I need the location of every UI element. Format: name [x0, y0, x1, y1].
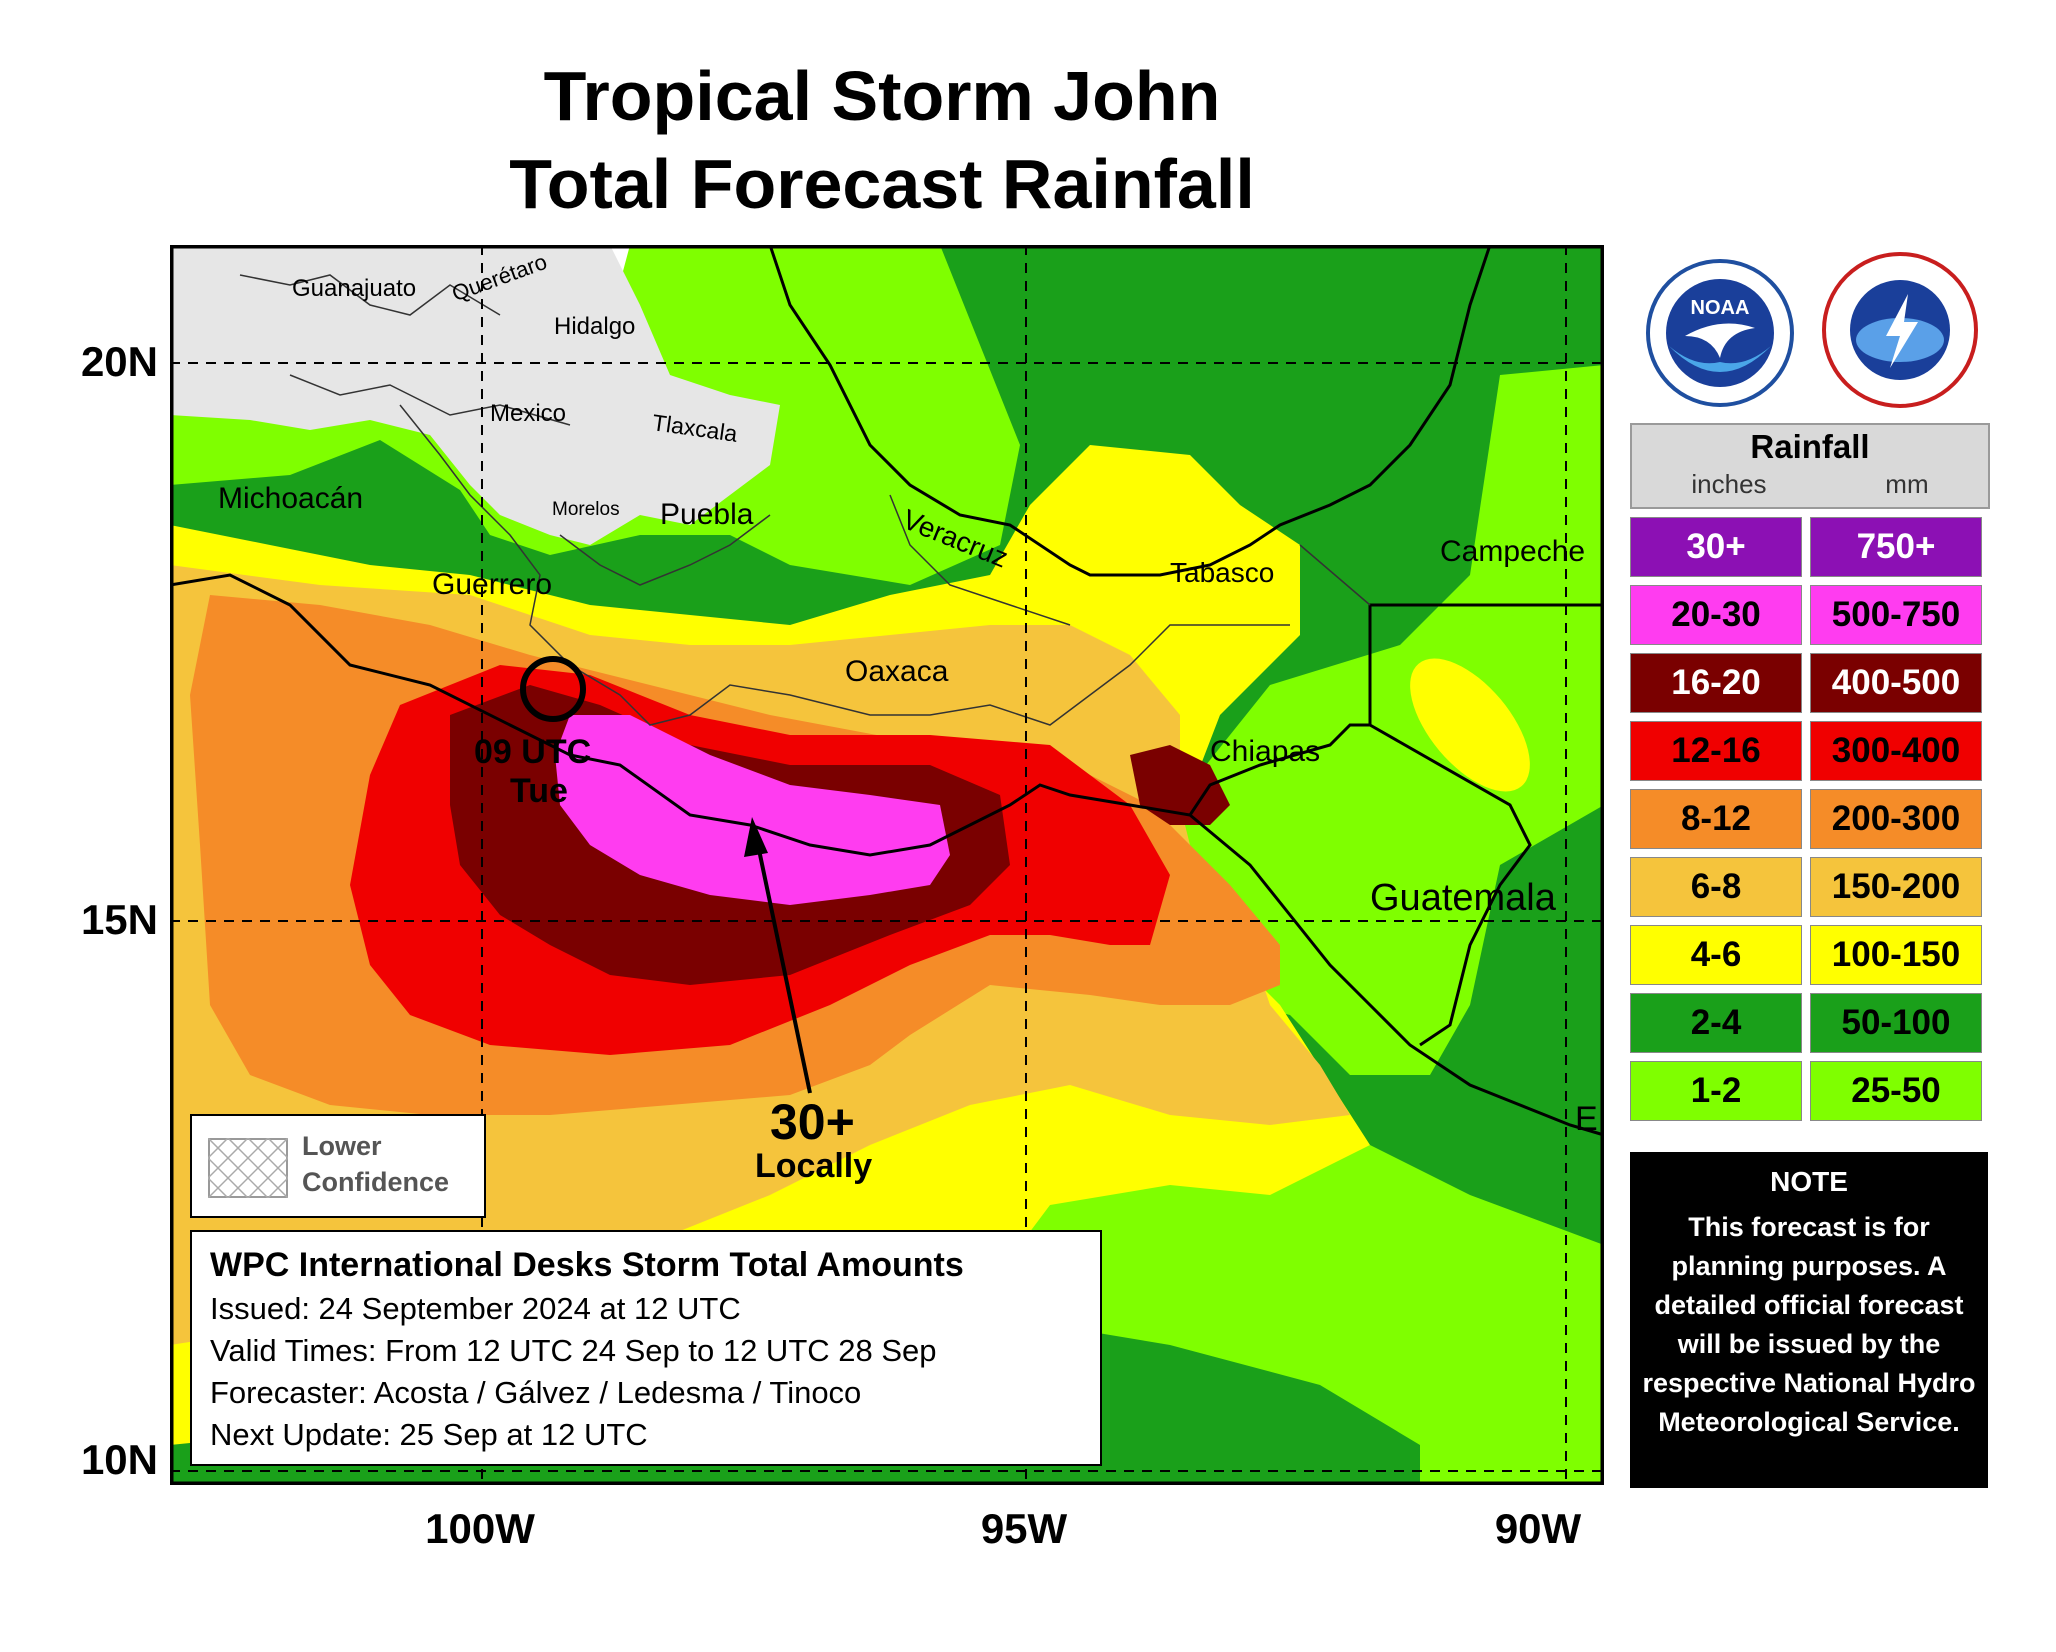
legend-cell-inches: 20-30	[1630, 585, 1802, 645]
legend-cell-inches: 30+	[1630, 517, 1802, 577]
note-text: This forecast is for planning purposes. …	[1642, 1212, 1976, 1437]
lat-label-10n: 10N	[80, 1436, 158, 1483]
lower-confidence-hatch-icon	[208, 1138, 288, 1198]
state-borders	[239, 274, 1371, 726]
legend-cell-mm: 50-100	[1810, 993, 1982, 1053]
note-title: NOTE	[1770, 1166, 1848, 1197]
noaa-logo-text: NOAA	[1691, 297, 1750, 319]
legend-row: 4-6 100-150	[1630, 925, 1990, 985]
storm-time-label: 09 UTC	[474, 733, 592, 771]
legend-cell-mm: 300-400	[1810, 721, 1982, 781]
region-label: Oaxaca	[845, 655, 949, 688]
region-label: Guerrero	[432, 568, 553, 601]
max-rain-arrow-head	[744, 817, 768, 857]
legend-unit-mm: mm	[1885, 469, 1929, 499]
rainfall-map-svg	[169, 244, 1605, 1486]
legend-cell-mm: 750+	[1810, 517, 1982, 577]
region-label: Campeche	[1440, 535, 1586, 568]
legend-rows: 30+ 750+ 20-30 500-750 16-20 400-500 12-16 300-…	[1630, 517, 1990, 1121]
region-label: Guanajuato	[292, 275, 417, 302]
max-rain-amount: 30+	[770, 1094, 855, 1150]
nws-logo-icon	[1820, 250, 1980, 410]
rain-16-20-chiapas	[1130, 745, 1230, 825]
confidence-label: Lower Confidence	[302, 1128, 449, 1200]
gulf-coastline	[768, 245, 1492, 577]
legend-unit-inches: inches	[1691, 469, 1767, 499]
legend-row: 30+ 750+	[1630, 517, 1990, 577]
note-box: NOTE This forecast is for planning purpo…	[1630, 1152, 1988, 1488]
legend-cell-inches: 8-12	[1630, 789, 1802, 849]
guatemala-border	[1188, 603, 1604, 1047]
legend-cell-inches: 4-6	[1630, 925, 1802, 985]
region-label: E	[1575, 1100, 1598, 1138]
info-next-update: Next Update: 25 Sep at 12 UTC	[210, 1417, 648, 1452]
max-rain-qualifier: Locally	[755, 1147, 873, 1185]
legend-row: 6-8 150-200	[1630, 857, 1990, 917]
lat-label-15n: 15N	[80, 896, 158, 943]
storm-position-marker	[520, 656, 586, 722]
rain-4-6-pocket-campeche	[1410, 658, 1530, 792]
legend-header: Rainfall inches mm	[1630, 423, 1990, 509]
region-label: Chiapas	[1210, 735, 1321, 768]
info-forecaster: Forecaster: Acosta / Gálvez / Ledesma / …	[210, 1375, 862, 1410]
legend-units: inches mm	[1632, 469, 1988, 499]
lon-label-95w: 95W	[980, 1505, 1068, 1552]
legend-cell-mm: 200-300	[1810, 789, 1982, 849]
legend-row: 1-2 25-50	[1630, 1061, 1990, 1121]
region-label: Guatemala	[1370, 877, 1556, 919]
confidence-label-line2: Confidence	[302, 1167, 450, 1197]
info-valid-times: Valid Times: From 12 UTC 24 Sep to 12 UT…	[210, 1333, 937, 1368]
rainfall-legend: Rainfall inches mm 30+ 750+ 20-30 500-750 16…	[1630, 423, 1990, 1121]
max-rain-arrow	[756, 844, 812, 1094]
legend-cell-inches: 6-8	[1630, 857, 1802, 917]
legend-row: 8-12 200-300	[1630, 789, 1990, 849]
legend-cell-inches: 1-2	[1630, 1061, 1802, 1121]
lat-label-20n: 20N	[80, 338, 158, 385]
region-label: Morelos	[552, 499, 620, 520]
region-label: Tabasco	[1170, 557, 1275, 588]
lon-label-100w: 100W	[425, 1505, 535, 1552]
legend-row: 16-20 400-500	[1630, 653, 1990, 713]
map-frame	[169, 244, 1605, 1486]
legend-row: 12-16 300-400	[1630, 721, 1990, 781]
legend-cell-inches: 16-20	[1630, 653, 1802, 713]
noaa-logo-icon: NOAA	[1645, 258, 1795, 408]
forecast-info-box: WPC International Desks Storm Total Amou…	[190, 1230, 1102, 1466]
confidence-label-line1: Lower	[302, 1131, 382, 1161]
rainfall-map: Guanajuato Querétaro Hidalgo Mexico Tlax…	[169, 244, 1605, 1486]
rain-20-30-area	[555, 715, 950, 905]
confidence-legend: Lower Confidence	[190, 1114, 486, 1218]
legend-cell-inches: 2-4	[1630, 993, 1802, 1053]
region-label: Mexico	[490, 400, 567, 427]
legend-row: 2-4 50-100	[1630, 993, 1990, 1053]
region-label: Puebla	[660, 498, 754, 531]
legend-cell-inches: 12-16	[1630, 721, 1802, 781]
legend-cell-mm: 25-50	[1810, 1061, 1982, 1121]
storm-day-label: Tue	[510, 772, 568, 810]
region-label: Michoacán	[218, 482, 364, 515]
legend-cell-mm: 500-750	[1810, 585, 1982, 645]
region-label: Hidalgo	[554, 313, 636, 340]
legend-row: 20-30 500-750	[1630, 585, 1990, 645]
legend-cell-mm: 100-150	[1810, 925, 1982, 985]
title-line-1: Tropical Storm John	[543, 57, 1221, 135]
legend-cell-mm: 150-200	[1810, 857, 1982, 917]
no-rain-land	[170, 245, 780, 545]
info-issued: Issued: 24 September 2024 at 12 UTC	[210, 1291, 741, 1326]
legend-cell-mm: 400-500	[1810, 653, 1982, 713]
info-title: WPC International Desks Storm Total Amou…	[210, 1246, 964, 1284]
lon-label-90w: 90W	[1494, 1505, 1582, 1552]
title-line-2: Total Forecast Rainfall	[509, 145, 1255, 223]
legend-title: Rainfall	[1750, 428, 1870, 465]
mexico-coastline	[170, 573, 1604, 1137]
